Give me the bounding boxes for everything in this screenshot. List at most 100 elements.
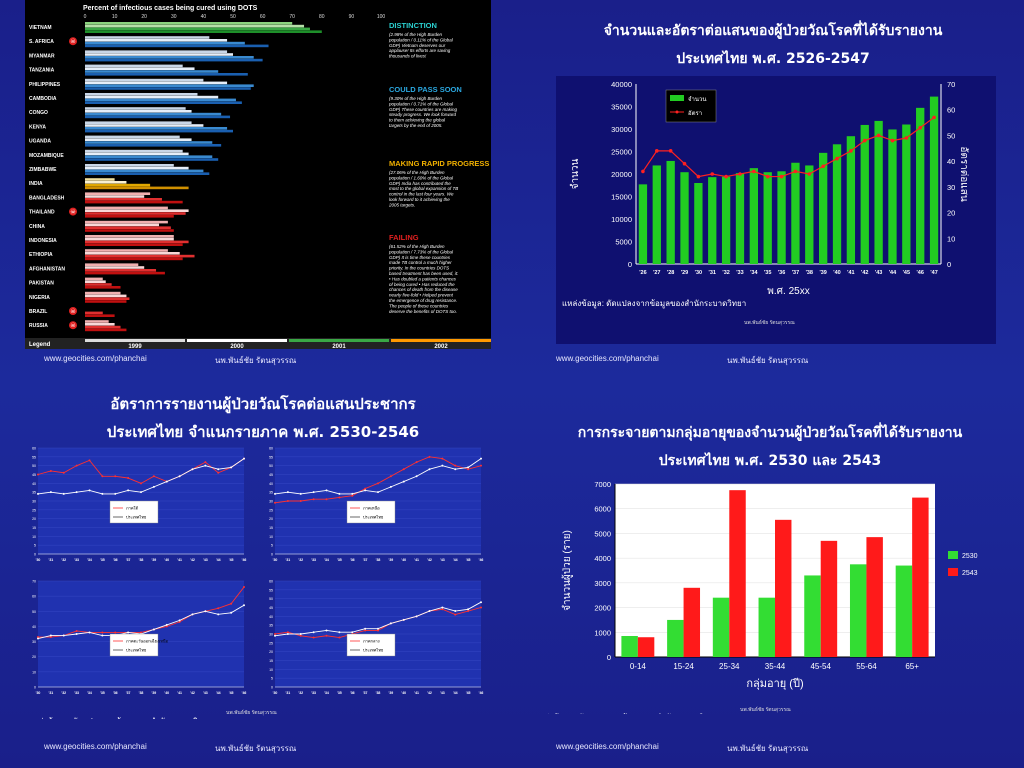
trend-bar: [860, 124, 869, 264]
regional-xtick: '36: [350, 558, 355, 562]
regional-ytick: 70: [32, 580, 36, 584]
dots-tick: 60: [260, 14, 266, 20]
dots-bar: [85, 24, 305, 28]
regional-xtick: '40: [401, 691, 406, 695]
dots-bar: [85, 249, 168, 252]
trend-ytick-left: 10000: [611, 215, 632, 224]
dots-bar: [85, 53, 233, 56]
footer-site-4: www.geocities.com/phanchai: [556, 742, 659, 751]
regional-ytick: 10: [32, 670, 36, 674]
trend-xtick: '35: [764, 270, 771, 276]
dots-country-label: RUSSIA: [29, 323, 48, 329]
dots-bar: [85, 149, 183, 153]
dots-bar: [85, 144, 222, 147]
regional-xtick: '39: [152, 691, 157, 695]
trend-xtick: '47: [930, 270, 937, 276]
dots-bar: [85, 115, 231, 119]
regional-series-point: [165, 625, 168, 628]
regional-ytick: 30: [269, 500, 273, 504]
dots-note-text: deserve the benefits of DOTS too.: [389, 309, 457, 314]
trend-bar: [846, 136, 856, 264]
dots-bar: [85, 56, 254, 59]
age-bar: [912, 497, 929, 657]
dots-bar: [85, 263, 139, 266]
regional-series-point: [152, 475, 155, 478]
regional-xtick: '38: [376, 691, 381, 695]
regional-xtick: '31: [286, 558, 291, 562]
dots-bar: [85, 107, 186, 110]
regional-series-point: [312, 631, 315, 634]
footer-site-3: www.geocities.com/phanchai: [44, 742, 147, 751]
regional-legend-box: [346, 500, 396, 524]
regional-series-point: [454, 610, 457, 613]
regional-xtick: '33: [311, 558, 316, 562]
dots-note-text: 2005 targets.: [388, 202, 415, 207]
regional-series-point: [49, 636, 52, 639]
dots-bar: [85, 135, 180, 139]
regional-series-point: [204, 464, 207, 467]
regional-xtick: '45: [229, 558, 234, 562]
regional-series-point: [49, 491, 52, 494]
regional-series-point: [75, 464, 78, 467]
trend-bar: [749, 168, 758, 264]
dots-bar: [85, 155, 213, 158]
dots-legend-swatch: [187, 339, 287, 342]
age-chart-area: 0 1000 2000 3000 4000 5000 6000 7000 0-14 15-24 25…: [530, 474, 1000, 723]
trend-bar: [652, 165, 661, 264]
regional-series-point: [428, 455, 431, 458]
regional-xtick: '43: [440, 691, 445, 695]
regional-xtick: '33: [311, 691, 316, 695]
skull-icon: ☠: [70, 38, 76, 45]
dots-bar: [85, 27, 310, 31]
regional-ytick: 35: [269, 624, 273, 628]
trend-rate-point: [793, 169, 798, 174]
regional-series-point: [127, 631, 130, 634]
regional-series-point: [467, 608, 470, 611]
dots-bar: [85, 81, 228, 85]
regional-series-point: [88, 459, 91, 462]
dots-bar: [85, 300, 127, 303]
dots-tick: 100: [377, 14, 386, 20]
trend-legend-swatch-point: [675, 110, 679, 114]
dots-legend-swatch: [85, 339, 185, 342]
dots-country-label: CONGO: [29, 110, 48, 116]
regional-legend-label: ประเทศไทย: [126, 515, 146, 520]
dots-bar: [85, 70, 219, 73]
trend-ylabel-left: จำนวน: [570, 158, 581, 189]
regional-series-point: [467, 468, 470, 471]
dots-note-text: look forward to it achieving the: [389, 197, 450, 202]
dots-bar: [85, 166, 189, 170]
trend-ytick-left: 0: [628, 260, 632, 269]
regional-xtick: '30: [36, 558, 41, 562]
regional-series-point: [62, 492, 65, 495]
regional-legend-label: ประเทศไทย: [363, 648, 383, 653]
age-xtick: 15-24: [673, 662, 694, 671]
regional-xtick: '36: [350, 691, 355, 695]
dots-bar: [85, 98, 236, 102]
regional-series-point: [467, 610, 470, 613]
regional-xtick: '35: [100, 558, 105, 562]
dots-note: DISTINCTION (2.98% of the High Burdenpopu…: [388, 21, 454, 59]
skull-icon: ☠: [70, 209, 76, 216]
trend-xtick: '34: [750, 270, 758, 276]
regional-series-point: [299, 500, 302, 502]
regional-xtick: '44: [453, 691, 458, 695]
regional-ytick: 0: [271, 686, 273, 690]
regional-series-point: [364, 489, 367, 492]
dots-bar: [85, 87, 251, 90]
regional-series-point: [338, 636, 341, 639]
age-legend-label: 2543: [962, 570, 978, 577]
age-bar: [820, 540, 838, 657]
regional-series-point: [127, 477, 130, 480]
regional-chart: 0 5 10 15 20 25 30 35 40 45 50 55 60 '30 '31 '32 '33 '34 '…: [269, 447, 483, 563]
footer-site-1: www.geocities.com/phanchai: [44, 354, 147, 363]
trend-xtick: '29: [681, 270, 688, 276]
dots-title: Percent of infectious cases being cured …: [83, 5, 258, 12]
regional-series-point: [62, 471, 65, 474]
regional-series-point: [140, 482, 142, 485]
age-ytick: 1000: [594, 628, 611, 637]
trend-xtick: '42: [861, 270, 868, 276]
dots-note-text: thousands of lives!: [389, 54, 427, 59]
regional-ytick: 60: [32, 595, 36, 599]
regional-series-point: [312, 636, 315, 639]
